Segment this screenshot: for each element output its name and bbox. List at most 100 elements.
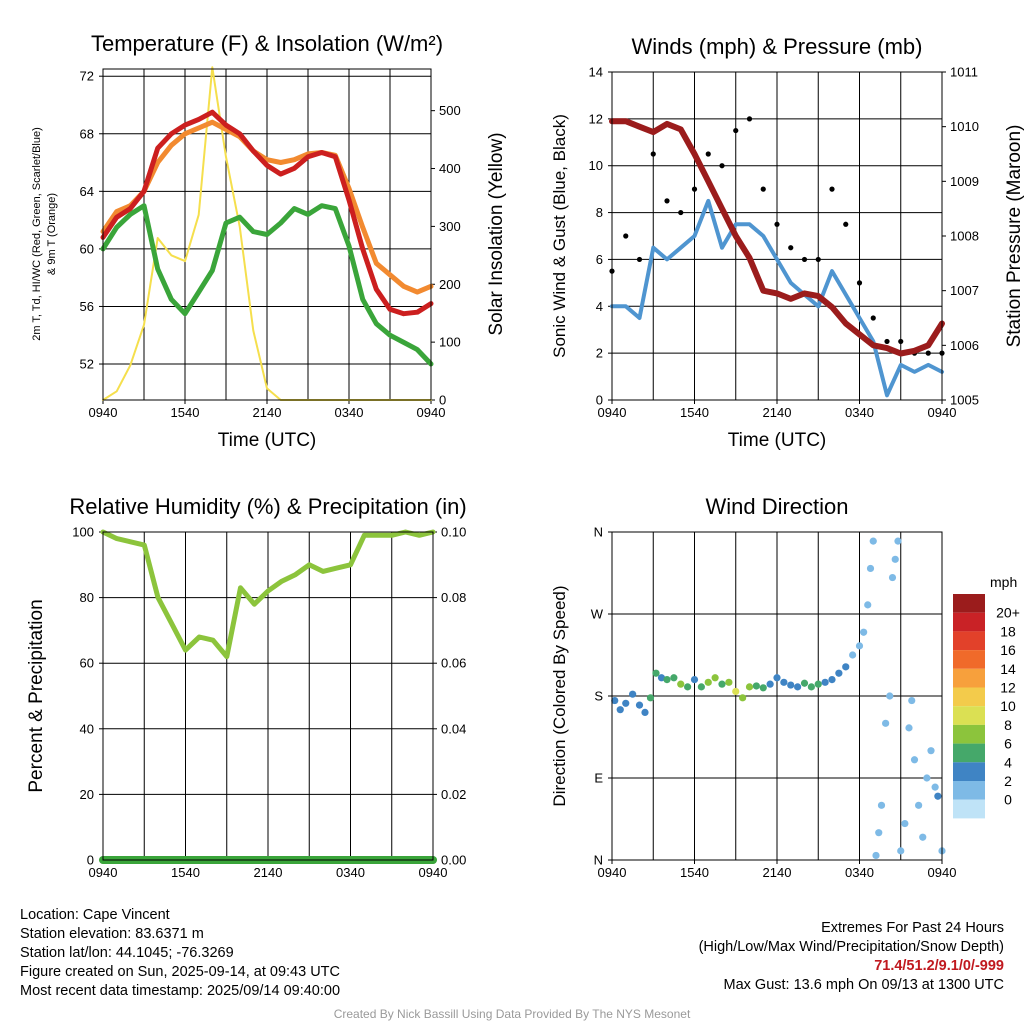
rh-x-tick-label: 2140	[254, 865, 283, 880]
legend-label: 0	[1004, 792, 1012, 808]
gust-point	[925, 350, 931, 356]
temp-y2-tick-label: 0	[439, 393, 446, 408]
gust-point	[801, 256, 808, 263]
direction-point	[886, 692, 894, 700]
direction-point	[875, 829, 883, 837]
humidity-panel: 0940 1540 2140 0340 09400204060801000.000.02…	[26, 494, 467, 880]
direction-point	[684, 683, 692, 691]
gust-point	[678, 209, 684, 216]
direction-point	[915, 801, 923, 809]
elevation-text: Station elevation: 83.6371 m	[20, 926, 204, 942]
legend-title: mph	[990, 574, 1017, 590]
extremes-info: Extremes For Past 24 Hours (High/Low/Max…	[699, 919, 1004, 995]
rh-y-label: Percent & Precipitation	[26, 599, 47, 792]
gust-point	[870, 315, 876, 321]
temp-x-tick-label: 0340	[335, 405, 364, 420]
dir-x-tick-label: 1540	[680, 865, 709, 880]
rh-y-tick-label: 40	[80, 721, 94, 736]
temp-y-tick-label: 60	[80, 241, 94, 256]
rh-y-tick-label: 60	[80, 656, 94, 671]
gust-point	[788, 245, 794, 251]
legend-swatch	[953, 594, 985, 613]
dir-title: Wind Direction	[705, 494, 848, 519]
wind-speed-line	[610, 198, 944, 398]
rh-y-tick-label: 100	[72, 525, 94, 540]
wind-x-tick-label: 1540	[680, 405, 709, 420]
direction-point	[872, 851, 880, 860]
temp-y2-tick-label: 300	[439, 219, 461, 234]
rh-y-tick-label: 80	[80, 590, 94, 605]
direction-point	[657, 674, 666, 682]
legend-label: 16	[1000, 642, 1016, 658]
gust-point	[843, 221, 849, 227]
direction-point	[842, 663, 850, 671]
direction-point	[718, 680, 726, 688]
direction-point	[901, 819, 909, 828]
wind-title: Winds (mph) & Pressure (mb)	[632, 34, 923, 59]
pressure-line	[609, 118, 945, 357]
wind-y-tick-label: 8	[596, 205, 603, 220]
direction-point	[697, 683, 705, 691]
extremes-subtitle: (High/Low/Max Wind/Precipitation/Snow De…	[698, 939, 1004, 955]
legend-label: 4	[1004, 754, 1012, 770]
temperature-panel: 0940 1540 2140 0340 0940 52 56 60 64 68 72 0 100 200 3…	[31, 31, 507, 451]
rh-x-tick-label: 0940	[89, 865, 118, 880]
gust-point	[829, 186, 835, 192]
direction-point	[882, 719, 890, 727]
recent-text: Most recent data timestamp: 2025/09/14 0…	[20, 983, 341, 999]
rh-y2-tick-label: 0.08	[441, 590, 466, 605]
temp-x-tick-label: 2140	[253, 405, 282, 420]
gust-point	[691, 186, 698, 192]
rh-y2-tick-label: 0.02	[441, 787, 466, 802]
wind-x-label: Time (UTC)	[728, 430, 827, 451]
direction-point	[759, 684, 767, 692]
rh-y2-tick-label: 0.04	[441, 721, 466, 736]
dir-x-tick-label: 2140	[763, 865, 792, 880]
legend-label: 2	[1004, 773, 1012, 789]
legend-swatch	[953, 631, 985, 651]
legend-swatch	[953, 781, 985, 800]
wind-y2-tick-label: 1008	[950, 229, 979, 244]
wind-y2-tick-label: 1006	[950, 338, 979, 353]
wind-y2-tick-label: 1010	[950, 119, 979, 134]
wind-y2-tick-label: 1005	[950, 393, 979, 408]
wind-x-tick-label: 0340	[845, 405, 874, 420]
direction-point	[690, 676, 699, 684]
temp-y-label-line1: 2m T, Td, HI/WC (Red, Green, Scarlet/Blu…	[31, 127, 43, 341]
legend-label: 10	[1000, 698, 1016, 714]
legend-swatch	[953, 668, 985, 688]
dir-plot-frame	[611, 531, 943, 861]
direction-point	[635, 701, 644, 709]
direction-point	[807, 683, 815, 691]
direction-point	[670, 674, 678, 682]
direction-point	[905, 724, 913, 732]
direction-point	[891, 555, 899, 563]
direction-point	[663, 676, 671, 684]
wind-y-label: Sonic Wind & Gust (Blue, Black)	[550, 114, 569, 358]
wind-y-tick-label: 10	[589, 158, 603, 173]
gust-point	[636, 256, 643, 263]
location-text: Location: Cape Vincent	[20, 907, 170, 923]
wind-y2-label: Station Pressure (Maroon)	[1004, 125, 1024, 348]
temp-y-tick-label: 56	[80, 299, 94, 314]
temp-y2-tick-label: 100	[439, 335, 461, 350]
temp-y2-label: Solar Insolation (Yellow)	[486, 132, 507, 335]
direction-point	[866, 564, 875, 573]
direction-point	[766, 680, 774, 688]
legend-swatch	[953, 762, 985, 781]
gust-point	[705, 151, 711, 157]
humidity-line	[100, 529, 436, 660]
legend-swatch	[953, 687, 985, 707]
wind-x-tick-label: 0940	[928, 405, 957, 420]
wind-y-tick-label: 4	[596, 299, 603, 314]
legend-label: 14	[1000, 661, 1016, 677]
temp-x-tick-label: 1540	[171, 405, 200, 420]
dir-y-tick-label: N	[594, 525, 603, 540]
direction-point	[908, 696, 916, 705]
temp-series-line	[100, 119, 434, 295]
direction-point	[897, 847, 905, 855]
wind-y-tick-label: 2	[596, 346, 603, 361]
direction-point	[641, 708, 649, 717]
dir-y-tick-label: N	[594, 853, 603, 868]
